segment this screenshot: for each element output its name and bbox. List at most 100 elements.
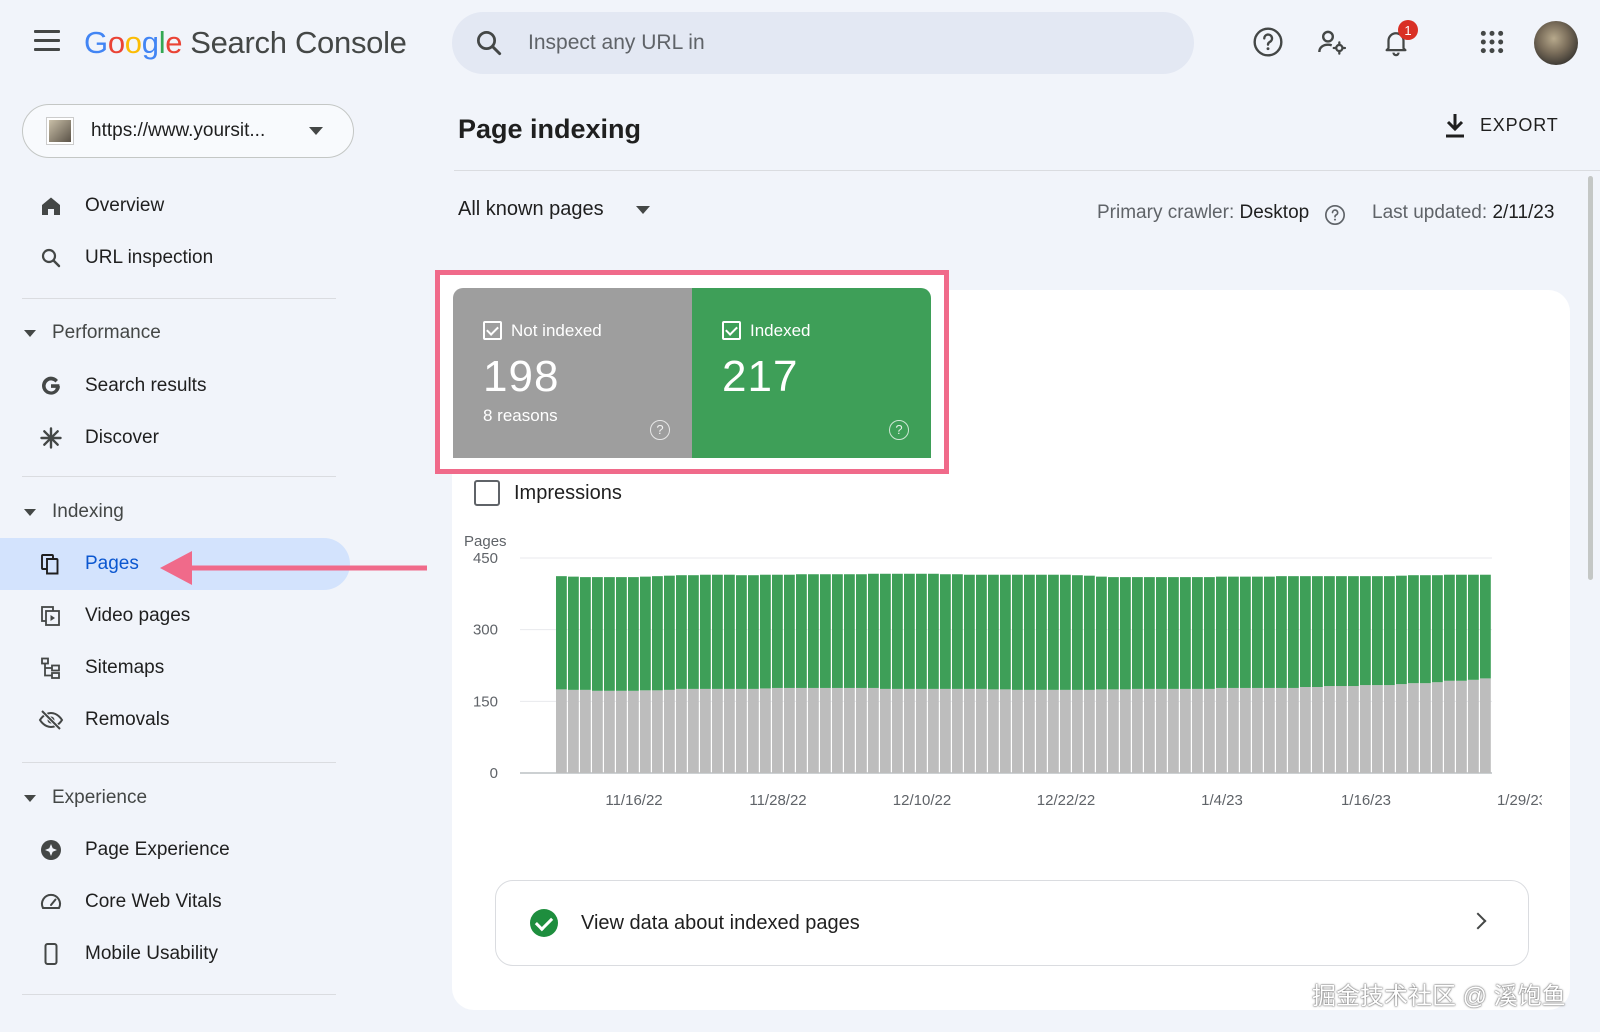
logo-letter: e xyxy=(165,25,183,60)
section-title: Experience xyxy=(52,787,148,808)
bar-not-indexed xyxy=(1024,689,1035,773)
bar-not-indexed xyxy=(1384,685,1395,773)
export-button[interactable]: EXPORT xyxy=(1444,112,1559,138)
bar-not-indexed xyxy=(1036,689,1047,773)
menu-icon[interactable] xyxy=(34,30,60,52)
bar-indexed xyxy=(1228,576,1239,688)
apps-grid-icon[interactable] xyxy=(1474,24,1510,60)
bar-not-indexed xyxy=(916,688,927,773)
bar-indexed xyxy=(1072,575,1083,690)
phone-icon xyxy=(38,941,64,967)
bar-not-indexed xyxy=(1240,687,1251,773)
sidebar-item-video-pages[interactable]: Video pages xyxy=(0,590,350,642)
sidebar-divider xyxy=(22,476,336,477)
not-indexed-tile[interactable]: Not indexed 198 8 reasons ? xyxy=(453,288,692,458)
bar-indexed xyxy=(928,573,939,689)
sidebar-item-sitemaps[interactable]: Sitemaps xyxy=(0,642,350,694)
indexed-tile[interactable]: Indexed 217 ? xyxy=(692,288,931,458)
sidebar-item-label: Core Web Vitals xyxy=(85,891,222,912)
crawler-label: Primary crawler: xyxy=(1097,202,1235,223)
bar-indexed xyxy=(1204,577,1215,689)
section-indexing[interactable]: Indexing xyxy=(24,497,124,527)
gauge-icon xyxy=(38,889,64,915)
notification-badge: 1 xyxy=(1398,20,1418,40)
sidebar-item-discover[interactable]: Discover xyxy=(0,412,350,464)
sidebar-item-search-results[interactable]: Search results xyxy=(0,360,350,412)
bar-indexed xyxy=(964,574,975,689)
bar-not-indexed xyxy=(1000,689,1011,773)
bar-not-indexed xyxy=(976,688,987,773)
view-indexed-pages-row[interactable]: View data about indexed pages xyxy=(495,880,1529,966)
sidebar-item-url-inspection[interactable]: URL inspection xyxy=(0,232,350,284)
bar-indexed xyxy=(808,574,819,688)
scrollbar[interactable] xyxy=(1588,176,1593,580)
help-icon[interactable]: ? xyxy=(650,420,670,440)
sidebar-item-removals[interactable]: Removals xyxy=(0,694,350,746)
x-tick-label: 12/22/22 xyxy=(1037,792,1095,809)
bar-not-indexed xyxy=(580,689,591,773)
url-inspection-search[interactable] xyxy=(452,12,1194,74)
bar-not-indexed xyxy=(1060,689,1071,773)
bar-not-indexed xyxy=(1072,689,1083,773)
sidebar-item-overview[interactable]: Overview xyxy=(0,180,350,232)
search-input[interactable] xyxy=(528,26,1148,60)
bar-not-indexed xyxy=(676,688,687,773)
bar-indexed xyxy=(772,574,783,688)
bar-not-indexed xyxy=(1480,678,1491,773)
bar-not-indexed xyxy=(1300,687,1311,773)
section-performance[interactable]: Performance xyxy=(24,318,161,348)
checkbox-checked-icon[interactable] xyxy=(483,321,502,340)
caret-down-icon xyxy=(24,329,36,337)
updated-value: 2/11/23 xyxy=(1492,202,1555,223)
bar-not-indexed xyxy=(628,690,639,773)
page-experience-icon xyxy=(38,837,64,863)
caret-down-icon xyxy=(309,127,323,135)
sidebar-item-core-web-vitals[interactable]: Core Web Vitals xyxy=(0,876,350,928)
bar-not-indexed xyxy=(904,688,915,773)
bar-not-indexed xyxy=(964,688,975,773)
sidebar-item-label: URL inspection xyxy=(85,247,214,268)
section-experience[interactable]: Experience xyxy=(24,783,147,813)
bar-not-indexed xyxy=(1012,689,1023,773)
product-name: Search Console xyxy=(190,25,407,60)
checkbox-checked-icon[interactable] xyxy=(722,321,741,340)
help-icon[interactable]: ? xyxy=(889,420,909,440)
bar-not-indexed xyxy=(712,688,723,773)
bar-indexed xyxy=(1060,574,1071,690)
x-tick-label: 11/16/22 xyxy=(605,792,662,809)
bar-not-indexed xyxy=(952,688,963,773)
chevron-right-icon xyxy=(1469,912,1487,930)
sidebar-item-mobile-usability[interactable]: Mobile Usability xyxy=(0,928,350,980)
property-selector[interactable]: https://www.yoursit... xyxy=(22,104,354,158)
bar-indexed xyxy=(1336,576,1347,687)
bar-indexed xyxy=(1444,574,1455,681)
help-icon[interactable] xyxy=(1250,24,1286,60)
bar-not-indexed xyxy=(1180,688,1191,773)
download-icon xyxy=(1446,114,1464,138)
filter-value: All known pages xyxy=(458,198,604,220)
bar-not-indexed xyxy=(1120,689,1131,773)
sidebar-item-page-experience[interactable]: Page Experience xyxy=(0,824,350,876)
app-logo[interactable]: Google Search Console xyxy=(84,25,407,61)
pages-filter-dropdown[interactable]: All known pages xyxy=(458,198,650,221)
bar-not-indexed xyxy=(1276,687,1287,773)
bar-indexed xyxy=(1468,574,1479,680)
user-settings-icon[interactable] xyxy=(1314,24,1350,60)
avatar[interactable] xyxy=(1534,21,1578,65)
impressions-toggle[interactable]: Impressions xyxy=(474,480,622,506)
bar-not-indexed xyxy=(1456,680,1467,773)
crawler-help-icon[interactable] xyxy=(1324,204,1346,226)
notifications-bell-icon[interactable]: 1 xyxy=(1378,20,1418,60)
bar-not-indexed xyxy=(856,687,867,773)
bar-indexed xyxy=(940,574,951,689)
bar-not-indexed xyxy=(1048,689,1059,773)
bar-not-indexed xyxy=(592,690,603,773)
view-data-label: View data about indexed pages xyxy=(581,912,860,934)
bar-not-indexed xyxy=(1168,688,1179,773)
watermark: 掘金技术社区 @ 溪饱鱼 xyxy=(1312,983,1566,1010)
checkbox-unchecked-icon[interactable] xyxy=(474,480,500,506)
y-tick-label: 150 xyxy=(473,693,498,710)
bar-indexed xyxy=(820,574,831,688)
search-icon xyxy=(38,245,64,271)
sidebar-item-label: Page Experience xyxy=(85,839,230,860)
